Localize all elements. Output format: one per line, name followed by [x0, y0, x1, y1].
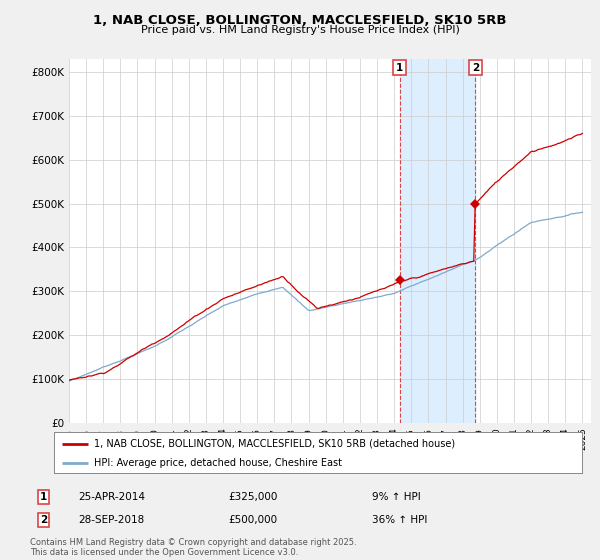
Text: Contains HM Land Registry data © Crown copyright and database right 2025.
This d: Contains HM Land Registry data © Crown c…	[30, 538, 356, 557]
Text: Price paid vs. HM Land Registry's House Price Index (HPI): Price paid vs. HM Land Registry's House …	[140, 25, 460, 35]
Text: 9% ↑ HPI: 9% ↑ HPI	[372, 492, 421, 502]
Bar	[400, 59, 475, 423]
Text: 1, NAB CLOSE, BOLLINGTON, MACCLESFIELD, SK10 5RB (detached house): 1, NAB CLOSE, BOLLINGTON, MACCLESFIELD, …	[94, 439, 455, 449]
Text: 28-SEP-2018: 28-SEP-2018	[78, 515, 144, 525]
Text: £500,000: £500,000	[228, 515, 277, 525]
Text: HPI: Average price, detached house, Cheshire East: HPI: Average price, detached house, Ches…	[94, 458, 341, 468]
Text: 36% ↑ HPI: 36% ↑ HPI	[372, 515, 427, 525]
Text: 1: 1	[40, 492, 47, 502]
Text: 2: 2	[40, 515, 47, 525]
Text: 25-APR-2014: 25-APR-2014	[78, 492, 145, 502]
Text: 1, NAB CLOSE, BOLLINGTON, MACCLESFIELD, SK10 5RB: 1, NAB CLOSE, BOLLINGTON, MACCLESFIELD, …	[93, 14, 507, 27]
Text: £325,000: £325,000	[228, 492, 277, 502]
Text: 1: 1	[396, 63, 403, 73]
Text: 2: 2	[472, 63, 479, 73]
